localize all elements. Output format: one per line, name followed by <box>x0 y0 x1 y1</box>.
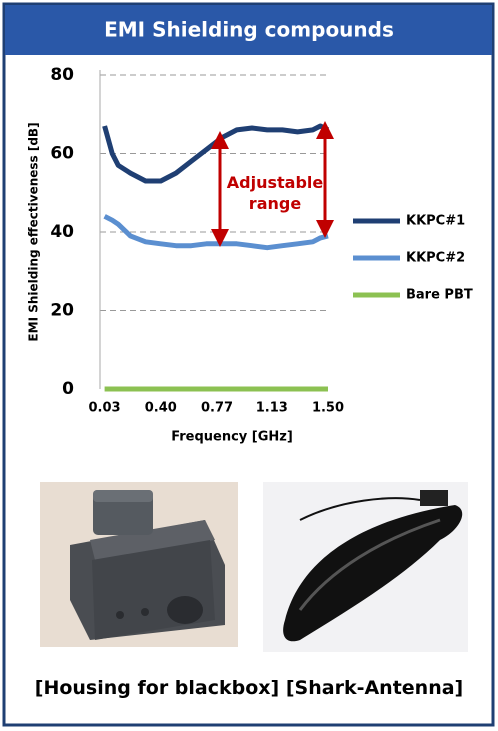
photo-housing <box>40 482 238 647</box>
legend-label: Bare PBT <box>406 288 473 303</box>
chart-title: EMI Shielding compounds <box>104 18 394 42</box>
caption: [Shark-Antenna] <box>286 677 463 699</box>
x-axis-label: Frequency [GHz] <box>171 430 293 445</box>
captions: [Housing for blackbox] [Shark-Antenna] <box>35 677 463 699</box>
y-axis-label: EMI Shielding effectiveness [dB] <box>27 122 41 341</box>
y-tick-label: 40 <box>50 222 74 242</box>
page: EMI Shielding compounds EMI Shielding ef… <box>0 0 498 731</box>
y-tick-label: 60 <box>50 144 74 164</box>
x-tick-label: 0.03 <box>89 401 121 416</box>
y-tick-label: 20 <box>50 301 74 321</box>
y-tick-label: 80 <box>50 65 74 85</box>
x-tick-label: 1.50 <box>312 401 344 416</box>
photo-shark-antenna <box>263 482 468 652</box>
y-tick-label: 0 <box>62 379 74 399</box>
caption: [Housing for blackbox] <box>35 677 279 699</box>
legend-label: KKPC#1 <box>406 214 465 229</box>
x-tick-label: 1.13 <box>256 401 288 416</box>
chart: EMI Shielding compounds EMI Shielding ef… <box>0 0 498 731</box>
annotation: Adjustable range <box>222 172 328 214</box>
legend-label: KKPC#2 <box>406 251 465 266</box>
x-tick-label: 0.40 <box>145 401 177 416</box>
x-tick-label: 0.77 <box>201 401 233 416</box>
